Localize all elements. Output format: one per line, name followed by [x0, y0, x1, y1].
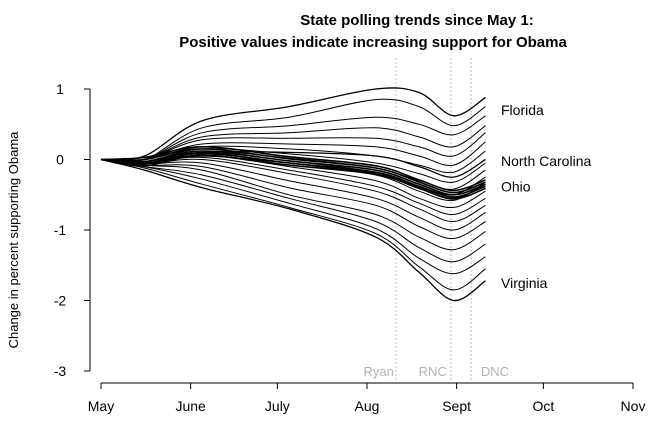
y-axis-label: Change in percent supporting Obama [6, 131, 21, 349]
x-tick-label: May [88, 398, 114, 414]
event-label: Ryan [364, 364, 394, 379]
event-markers: Ryan RNC DNC [364, 58, 510, 381]
y-axis: 1 0 -1 -2 -3 [54, 81, 90, 379]
y-tick-label: 1 [56, 81, 64, 97]
state-label-ohio: Ohio [501, 178, 531, 194]
x-tick-label: Oct [532, 398, 554, 414]
event-label: RNC [419, 364, 447, 379]
x-tick-label: Nov [621, 398, 646, 414]
x-tick-label: June [175, 398, 206, 414]
y-tick-label: 0 [56, 152, 64, 168]
x-tick-label: July [265, 398, 290, 414]
chart-title: State polling trends since May 1: [300, 12, 533, 29]
state-label-north-carolina: North Carolina [501, 153, 591, 169]
state-lines [101, 88, 486, 301]
x-axis: May June July Aug Sept Oct Nov [88, 383, 646, 414]
event-label: DNC [481, 364, 509, 379]
x-tick-label: Sept [442, 398, 471, 414]
x-tick-label: Aug [355, 398, 380, 414]
chart-subtitle: Positive values indicate increasing supp… [179, 34, 567, 51]
y-tick-label: -3 [54, 363, 67, 379]
state-label-virginia: Virginia [501, 275, 548, 291]
state-labels: Florida North Carolina Ohio Virginia [501, 102, 591, 291]
chart: State polling trends since May 1: Positi… [0, 0, 672, 431]
y-tick-label: -2 [54, 293, 67, 309]
y-tick-label: -1 [54, 222, 67, 238]
state-trend-line [101, 160, 486, 290]
state-label-florida: Florida [501, 102, 544, 118]
